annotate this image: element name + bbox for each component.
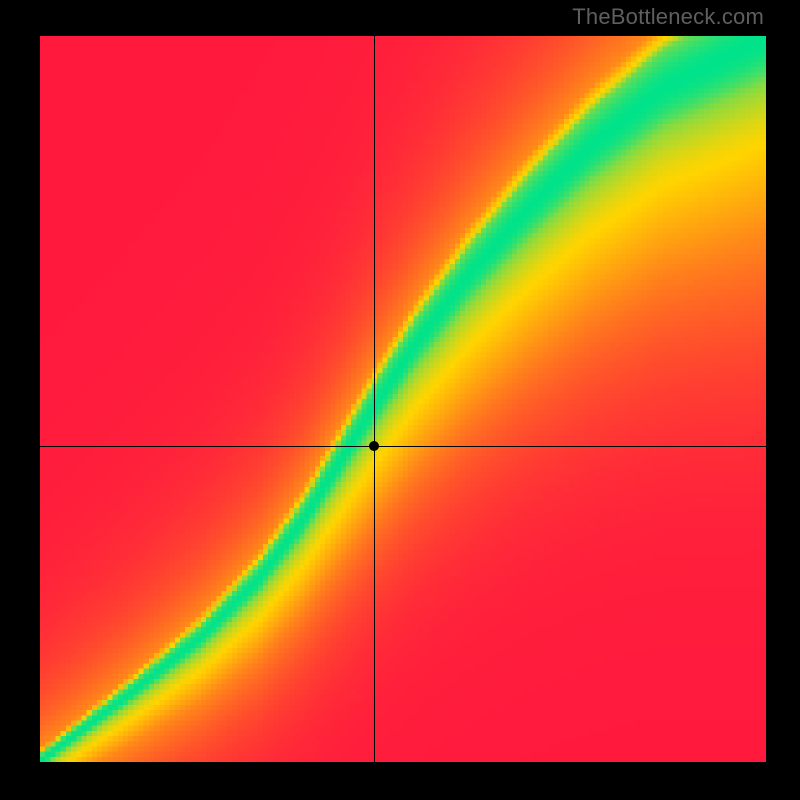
bottleneck-heatmap-figure: { "figure": { "type": "heatmap", "waterm…	[0, 0, 800, 800]
crosshair-vertical	[374, 36, 375, 762]
heatmap-canvas	[40, 36, 766, 762]
plot-area	[40, 36, 766, 762]
marker-dot	[369, 441, 379, 451]
crosshair-horizontal	[40, 446, 766, 447]
watermark-text: TheBottleneck.com	[572, 4, 764, 30]
